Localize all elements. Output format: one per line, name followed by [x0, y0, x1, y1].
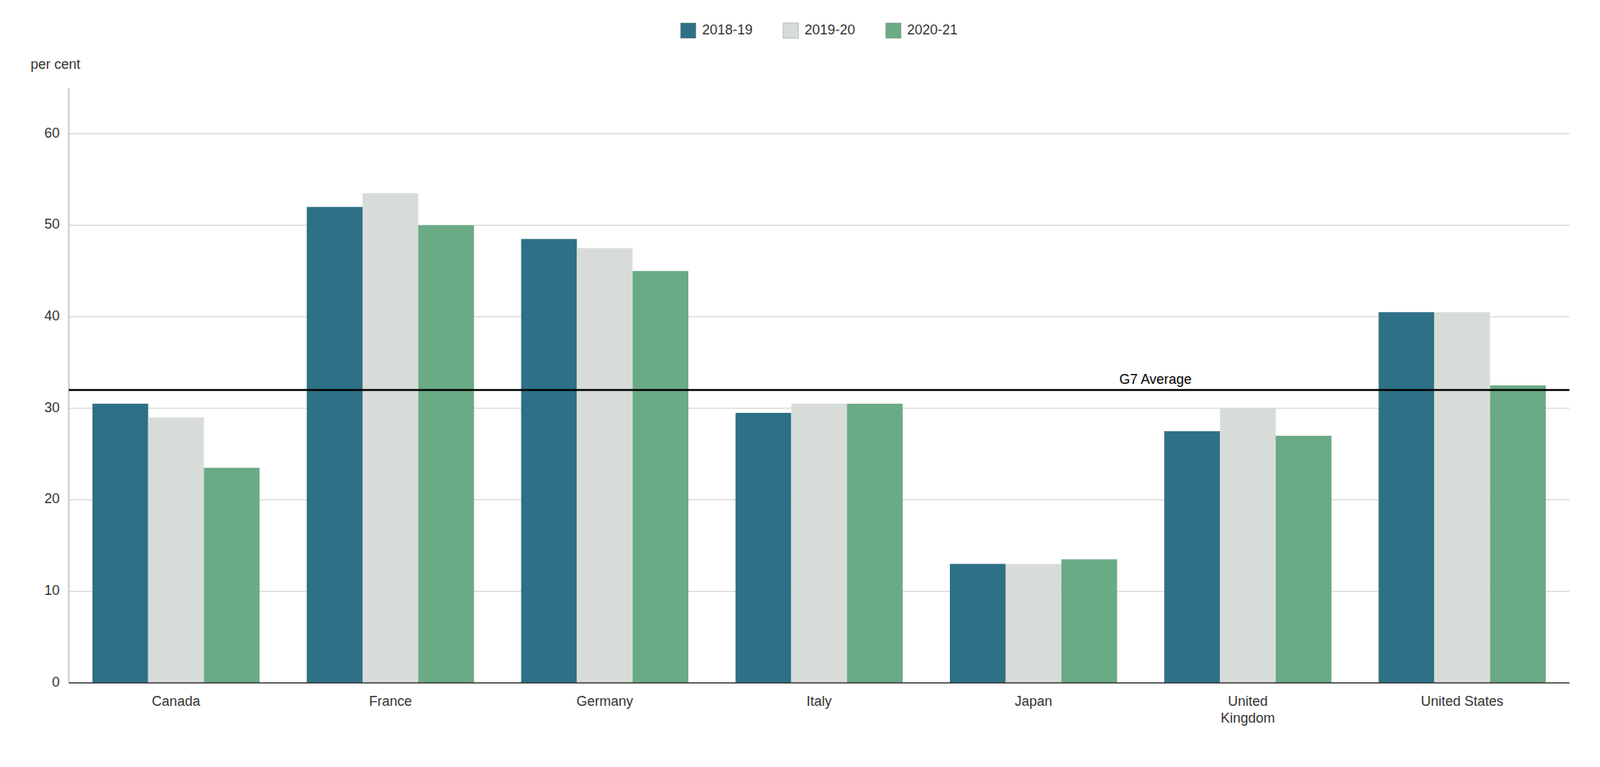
y-tick-label: 20	[44, 491, 60, 507]
y-tick-label: 0	[52, 674, 60, 690]
bar	[1005, 563, 1062, 683]
x-tick-label-line: France	[368, 693, 412, 709]
x-tick-label: Germany	[576, 693, 634, 709]
y-tick-label: 30	[44, 400, 60, 416]
bar	[735, 413, 792, 683]
legend-label: 2020-21	[907, 22, 958, 38]
legend-swatch	[680, 22, 696, 39]
bar	[846, 403, 903, 683]
bar	[632, 270, 689, 683]
x-tick-label-line: United	[1228, 693, 1269, 709]
y-axis-line	[68, 87, 70, 683]
legend-label: 2018-19	[702, 22, 753, 38]
bars	[92, 193, 1546, 683]
legend-label: 2019-20	[804, 22, 856, 38]
grid	[68, 133, 1570, 683]
bar	[418, 225, 475, 683]
bar	[520, 238, 577, 683]
bar	[1378, 312, 1435, 683]
legend: 2018-19 2019-20 2020-21	[680, 22, 958, 39]
bar	[306, 207, 363, 683]
x-tick-label-line: Italy	[806, 693, 832, 709]
x-tick-label: Canada	[152, 693, 202, 709]
bar	[1061, 559, 1118, 683]
grid-line	[68, 316, 1570, 318]
grid-line	[68, 682, 1570, 684]
x-tick-label-line: Japan	[1014, 693, 1053, 709]
reference-line	[68, 389, 1570, 392]
chart-svg: 0 10 20 30 40 50 60 Canada France Germany Italy Jap…	[0, 0, 1600, 767]
x-tick-label-line: Canada	[152, 693, 202, 709]
bar	[791, 403, 848, 683]
y-axis-label: per cent	[30, 56, 81, 72]
x-tick-label-line: Kingdom	[1220, 710, 1275, 726]
x-tick-label: UnitedKingdom	[1220, 693, 1275, 726]
bar	[1434, 312, 1490, 683]
bar	[949, 563, 1006, 683]
x-tick-label: Japan	[1014, 693, 1053, 709]
bar	[1219, 408, 1276, 683]
legend-item: 2018-19	[680, 22, 753, 39]
x-tick-label: United States	[1421, 693, 1504, 709]
reference-line-group	[68, 389, 1570, 391]
bar	[204, 468, 261, 683]
y-tick-label: 40	[44, 308, 60, 324]
chart-container: 0 10 20 30 40 50 60 Canada France Germany Italy Jap…	[0, 0, 1600, 767]
bar	[148, 417, 205, 683]
legend-item: 2020-21	[885, 22, 958, 39]
y-tick-label: 10	[44, 582, 60, 599]
legend-swatch	[783, 22, 799, 39]
y-tick-label: 50	[44, 216, 60, 232]
x-tick-label-line: Germany	[576, 693, 634, 709]
x-axis-line	[68, 682, 1570, 684]
bar	[1489, 385, 1546, 683]
x-tick-label: Italy	[806, 693, 832, 709]
x-tick-label: France	[368, 693, 412, 709]
bar	[1164, 431, 1220, 683]
legend-swatch	[885, 22, 901, 39]
grid-line	[68, 133, 1570, 134]
reference-line-label: G7 Average	[1118, 371, 1192, 387]
grid-line	[68, 224, 1570, 226]
bar	[1275, 435, 1332, 683]
bar	[362, 193, 419, 683]
bar	[576, 247, 633, 683]
bar	[92, 403, 149, 683]
y-tick-label: 60	[44, 125, 60, 141]
x-tick-label-line: United States	[1421, 693, 1504, 709]
legend-item: 2019-20	[783, 22, 856, 39]
